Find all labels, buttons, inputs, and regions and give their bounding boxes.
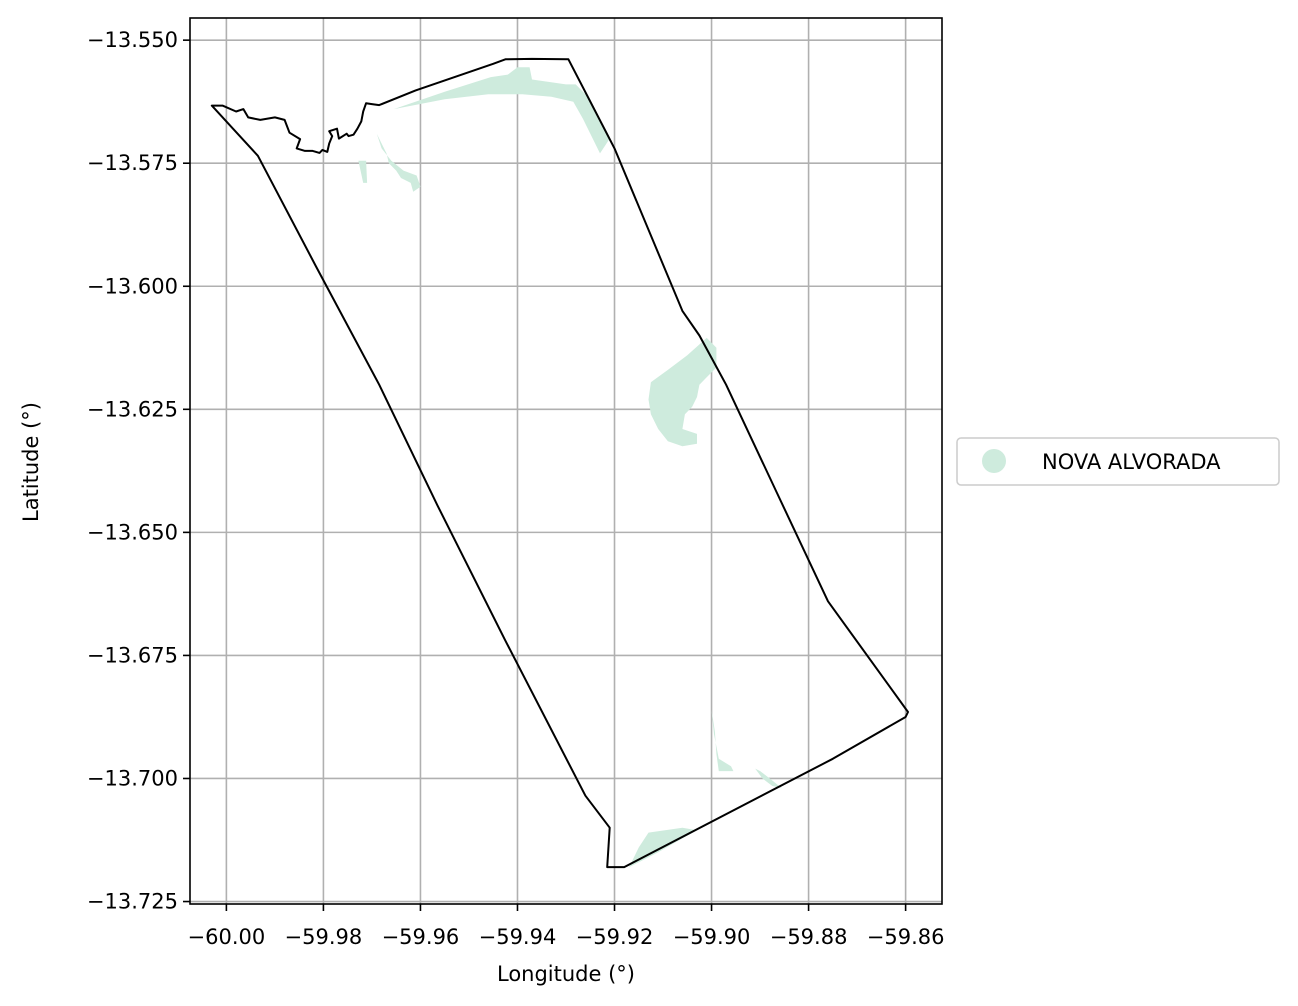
- y-tick-label: −13.725: [87, 890, 178, 914]
- x-tick-label: −59.86: [867, 925, 945, 949]
- y-axis-label: Latitude (°): [19, 402, 43, 522]
- x-tick-label: −59.92: [576, 925, 654, 949]
- x-tick-label: −59.90: [673, 925, 751, 949]
- y-tick-label: −13.675: [87, 643, 178, 667]
- region-nova-alvorada: [358, 160, 368, 183]
- legend-marker: [982, 449, 1006, 473]
- plot-frame: [189, 17, 943, 905]
- y-tick-label: −13.575: [87, 151, 178, 175]
- x-tick-label: −59.98: [285, 925, 363, 949]
- x-tick-label: −59.96: [382, 925, 460, 949]
- y-tick-label: −13.550: [87, 28, 178, 52]
- legend: NOVA ALVORADA: [956, 437, 1280, 486]
- region-nova-alvorada: [393, 67, 610, 154]
- y-tick-label: −13.650: [87, 520, 178, 544]
- x-tick-label: −60.00: [188, 925, 266, 949]
- x-tick-label: −59.94: [479, 925, 557, 949]
- municipal-boundary: [210, 57, 909, 869]
- legend-frame: [956, 437, 1280, 486]
- region-nova-alvorada: [711, 709, 734, 772]
- y-tick-label: −13.700: [87, 766, 178, 790]
- boundary-layer: [210, 57, 909, 869]
- region-nova-alvorada: [376, 133, 421, 192]
- y-tick-label: −13.625: [87, 397, 178, 421]
- x-axis-ticks: −60.00 −59.98 −59.96 −59.94 −59.92 −59.90 −59.…: [188, 904, 945, 949]
- region-nova-alvorada: [755, 768, 782, 789]
- y-axis-ticks: −13.550 −13.575 −13.600 −13.625 −13.650 −13.6…: [87, 28, 190, 914]
- region-nova-alvorada: [648, 337, 717, 447]
- x-axis-label: Longitude (°): [497, 962, 635, 986]
- y-tick-label: −13.600: [87, 274, 178, 298]
- grid-lines: [190, 18, 942, 904]
- legend-entry-label: NOVA ALVORADA: [1042, 450, 1221, 474]
- regions-layer: [358, 67, 782, 868]
- x-tick-label: −59.88: [770, 925, 848, 949]
